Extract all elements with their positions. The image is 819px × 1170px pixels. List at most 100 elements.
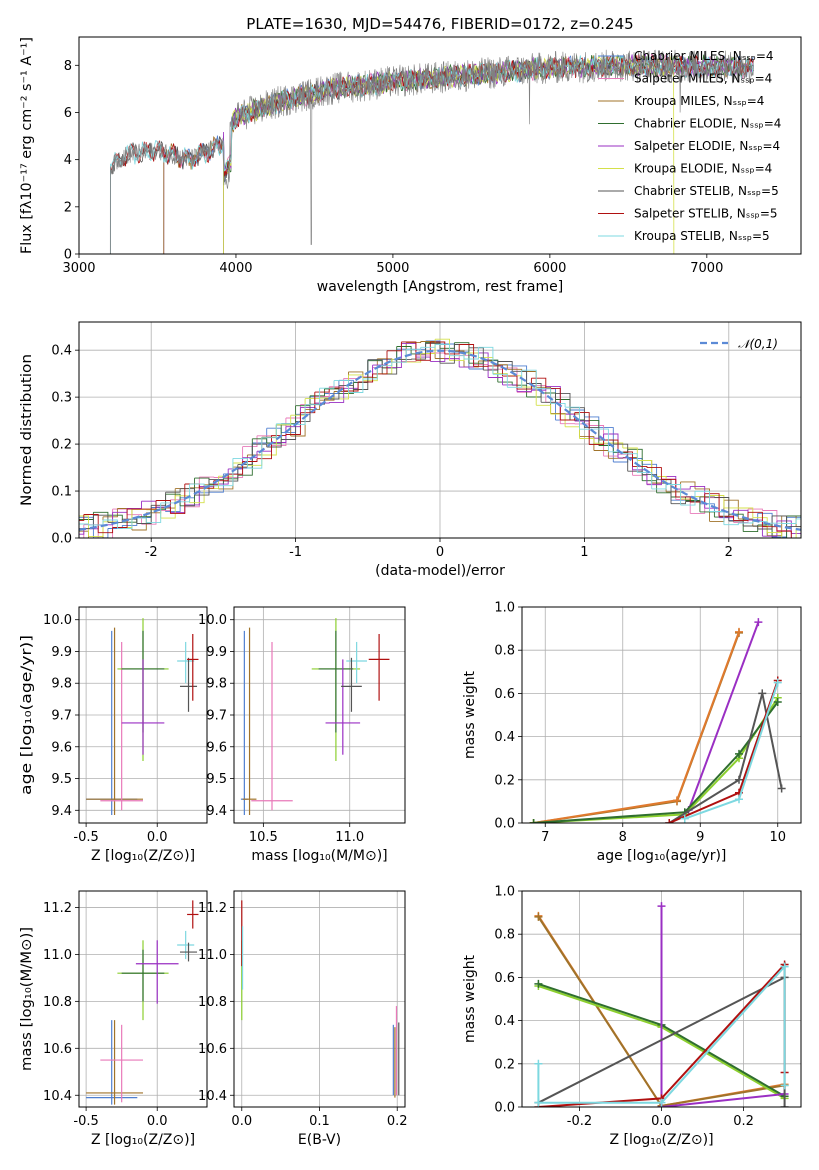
x-tick-label: 8 [619, 830, 627, 845]
plus-marker [534, 912, 543, 921]
plus-marker [758, 689, 767, 698]
y-tick-label: 9.4 [51, 804, 72, 819]
y-tick-label: 0.2 [51, 438, 72, 453]
x-tick-label: 9 [696, 830, 704, 845]
y-tick-label: 9.9 [51, 645, 72, 660]
x-tick-label: 2 [725, 545, 733, 560]
x-axis-label: Z [log₁₀(Z/Z⊙)] [91, 1132, 195, 1148]
x-tick-label: 7000 [690, 261, 723, 276]
plus-marker [754, 618, 763, 627]
residual-histogram [79, 344, 801, 530]
y-tick-label: 10.8 [43, 995, 72, 1010]
x-tick-label: -1 [289, 545, 302, 560]
x-axis-label: age [log₁₀(age/yr)] [597, 848, 727, 864]
plus-marker [534, 979, 543, 988]
mass-weight-series [660, 906, 785, 1107]
y-tick-label: 11.2 [198, 901, 227, 916]
axes-frame [233, 890, 406, 1108]
plus-marker [780, 1081, 789, 1090]
mass_vs_z-axes: -0.5 0.0 10.4 10.6 10.8 11.0 11.2 Z [log₁₀(Z/Z⊙… [19, 890, 208, 1148]
y-tick-label: 10.4 [43, 1089, 72, 1104]
y-tick-label: 9.9 [206, 645, 227, 660]
y-tick-label: 9.8 [206, 677, 227, 692]
x-tick-label: 0.2 [733, 1114, 754, 1129]
spectrum-plot [109, 49, 754, 254]
x-axis-label: wavelength [Angstrom, rest frame] [317, 279, 563, 295]
y-tick-label: 1.0 [494, 885, 515, 900]
axes-frame [78, 606, 208, 824]
y-tick-label: 0.6 [494, 971, 515, 986]
plus-marker [735, 775, 743, 784]
y-tick-label: 9.7 [51, 709, 72, 724]
spectrum-data-line [110, 49, 754, 254]
mass_vs_ebv-plot [241, 900, 400, 1098]
y-tick-label: 4 [64, 153, 72, 168]
mass_vs_z-plot [86, 900, 199, 1105]
y-axis-label: Normed distribution [19, 354, 35, 506]
legend-label: Kroupa STELIB, Nₛₛₚ=5 [634, 229, 770, 243]
y-tick-label: 6 [64, 106, 72, 121]
x-tick-label: 1 [580, 545, 588, 560]
y-axis-label: age [log₁₀(age/yr)] [19, 635, 35, 795]
x-axis-label: (data-model)/error [375, 563, 505, 579]
mass_vs_ebv-axes: 0.0 0.1 0.2 10.4 10.6 10.8 11.0 11.2 E(B-V) [198, 890, 408, 1148]
y-tick-label: 0.0 [494, 1101, 515, 1116]
y-tick-label: 10.0 [198, 613, 227, 628]
y-tick-label: 0.4 [494, 1014, 515, 1029]
massweight_vs_age-plot [529, 618, 786, 823]
y-axis-label: Flux [fλ10⁻¹⁷ erg cm⁻² s⁻¹ A⁻¹] [19, 37, 35, 254]
plus-marker [735, 795, 743, 804]
mass-weight-series [533, 632, 740, 823]
x-axis-label: Z [log₁₀(Z/Z⊙)] [91, 848, 195, 864]
massweight_vs_z-axes: -0.2 0.0 0.2 0.0 0.2 0.4 0.6 0.8 1.0 Z [log₁₀(Z/Z… [462, 885, 802, 1148]
age_vs_z-axes: -0.5 0.0 9.4 9.5 9.6 9.7 9.8 9.9 10.0 Z [log₁₀(Z/… [19, 606, 208, 864]
y-tick-label: 0.6 [494, 687, 515, 702]
y-tick-label: 10.6 [43, 1042, 72, 1057]
y-tick-label: 0.4 [494, 730, 515, 745]
age_vs_z-plot [86, 618, 199, 816]
chart-title: PLATE=1630, MJD=54476, FIBERID=0172, z=0… [246, 15, 633, 33]
x-tick-label: 10 [769, 830, 786, 845]
x-tick-label: 6000 [533, 261, 566, 276]
residual-histogram [79, 342, 801, 537]
y-tick-label: 0 [64, 248, 72, 263]
y-tick-label: 9.6 [206, 740, 227, 755]
y-tick-label: 0.3 [51, 391, 72, 406]
y-tick-label: 9.4 [206, 804, 227, 819]
axes-frame [78, 36, 802, 255]
mass-weight-series [668, 693, 783, 823]
y-tick-label: 9.5 [206, 772, 227, 787]
plus-marker [534, 1059, 543, 1068]
legend-label: Chabrier MILES, Nₛₛₚ=4 [634, 49, 774, 63]
x-axis-label: E(B-V) [298, 1132, 341, 1148]
normal-curve [79, 349, 801, 531]
massweight_vs_z-plot [534, 902, 789, 1107]
plus-marker [529, 819, 538, 823]
plus-marker [657, 1098, 666, 1107]
mass-weight-series [668, 680, 779, 823]
y-axis-label: mass weight [462, 955, 478, 1043]
y-tick-label: 10.8 [198, 995, 227, 1010]
y-tick-label: 9.7 [206, 709, 227, 724]
plus-marker [780, 962, 789, 971]
y-tick-label: 0.0 [494, 817, 515, 832]
legend-label: Kroupa MILES, Nₛₛₚ=4 [634, 94, 764, 108]
y-tick-label: 10.6 [198, 1042, 227, 1057]
x-tick-label: 3000 [62, 261, 95, 276]
mass-weight-series [533, 701, 779, 823]
mass-weight-series [687, 621, 760, 811]
plus-marker [673, 796, 681, 805]
x-tick-label: 10.5 [249, 830, 278, 845]
axes-frame [233, 606, 406, 824]
plus-marker [773, 698, 782, 707]
mass-weight-series [533, 631, 740, 823]
plus-marker [657, 902, 666, 911]
y-tick-label: 11.2 [43, 901, 72, 916]
plus-marker [735, 627, 743, 636]
y-tick-label: 8 [64, 59, 72, 74]
y-tick-label: 11.0 [198, 948, 227, 963]
spectrum-axes: 3000 4000 5000 6000 7000 0 2 4 6 8 wavelength [Ang… [19, 15, 802, 295]
axes-frame [78, 321, 802, 539]
x-tick-label: 0 [436, 545, 444, 560]
x-tick-label: 11.0 [335, 830, 364, 845]
